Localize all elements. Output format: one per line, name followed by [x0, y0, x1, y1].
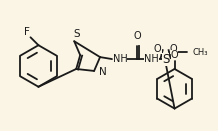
- Text: O: O: [170, 44, 177, 54]
- Text: O: O: [171, 50, 178, 60]
- Text: NH: NH: [144, 54, 159, 64]
- Text: F: F: [24, 27, 29, 37]
- Text: O: O: [154, 44, 162, 54]
- Text: S: S: [73, 29, 80, 39]
- Text: N: N: [99, 67, 107, 77]
- Text: S: S: [162, 53, 169, 66]
- Text: O: O: [133, 31, 141, 41]
- Text: NH: NH: [112, 54, 127, 64]
- Text: CH₃: CH₃: [192, 48, 208, 57]
